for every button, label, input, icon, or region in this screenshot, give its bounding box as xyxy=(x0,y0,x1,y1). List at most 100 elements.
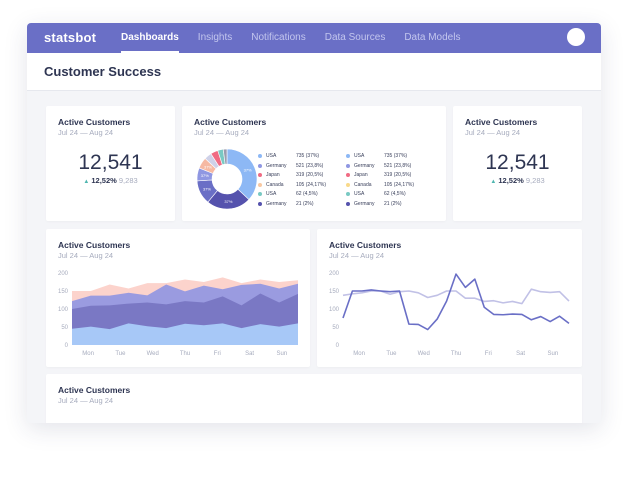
x-tick-label: Fri xyxy=(485,351,492,357)
legend-value: 21 (2%) xyxy=(296,200,314,207)
y-tick-label: 50 xyxy=(61,325,68,331)
card-title: Active Customers xyxy=(58,240,131,250)
trend-up-icon: ▲ xyxy=(490,179,497,185)
x-tick-label: Sun xyxy=(277,351,288,357)
legend-color-dot xyxy=(258,201,262,206)
legend-country: Japan xyxy=(266,172,280,178)
y-tick-label: 50 xyxy=(332,325,339,331)
donut-legend-right: USA 735 (37%) Germany 521 (23,8%) Japan 319 (… xyxy=(346,153,426,209)
legend-color-dot xyxy=(346,182,350,187)
line-series xyxy=(342,273,570,331)
kpi-change: ▲ 12,52% 9,283 xyxy=(453,176,582,185)
x-tick-label: Sat xyxy=(245,351,254,357)
main-nav: Dashboards Insights Notifications Data S… xyxy=(121,23,479,53)
legend-value: 105 (24,17%) xyxy=(384,181,415,188)
area-series xyxy=(72,323,298,345)
x-tick-label: Tue xyxy=(115,351,126,357)
donut-slice[interactable] xyxy=(222,148,228,165)
donut-slice-label: 37% xyxy=(224,199,232,204)
x-tick-label: Sun xyxy=(548,351,559,357)
kpi-change: ▲ 12,52% 9,283 xyxy=(46,176,175,185)
card-title: Active Customers xyxy=(58,117,131,127)
legend-country: Canada xyxy=(354,181,372,188)
legend-country: USA xyxy=(354,153,365,159)
y-tick-label: 100 xyxy=(58,307,69,313)
legend-color-dot xyxy=(346,154,350,158)
card-title: Active Customers xyxy=(58,385,131,395)
x-tick-label: Fri xyxy=(214,351,221,357)
donut-chart: 37% 37% 37% 37% 37% xyxy=(196,148,258,210)
top-navigation-bar: statsbot Dashboards Insights Notificatio… xyxy=(27,23,601,53)
legend-value: 319 (20,5%) xyxy=(384,172,412,178)
legend-value: 21 (2%) xyxy=(384,200,402,207)
nav-dashboards[interactable]: Dashboards xyxy=(121,23,179,53)
legend-country: USA xyxy=(266,153,277,159)
legend-color-dot xyxy=(258,192,262,196)
kpi-card-right[interactable]: Active Customers Jul 24 — Aug 24 12,541 … xyxy=(453,106,582,221)
page-title: Customer Success xyxy=(44,64,162,79)
legend-country: Germany xyxy=(354,200,375,207)
y-tick-label: 0 xyxy=(65,343,69,349)
x-tick-label: Thu xyxy=(180,351,190,357)
card-title: Active Customers xyxy=(465,117,538,127)
card-date-range: Jul 24 — Aug 24 xyxy=(58,396,114,405)
donut-card[interactable]: Active Customers Jul 24 — Aug 24 37% 37% 3… xyxy=(182,106,446,221)
nav-data-models[interactable]: Data Models xyxy=(404,32,461,43)
y-tick-label: 0 xyxy=(336,343,340,349)
donut-slice[interactable] xyxy=(226,148,258,200)
kpi-change-percent: 12,52% xyxy=(498,176,524,185)
legend-value: 62 (4,5%) xyxy=(296,191,318,197)
user-avatar[interactable] xyxy=(567,28,585,46)
legend-value: 521 (23,8%) xyxy=(296,162,324,169)
donut-slice-label: 37% xyxy=(201,173,209,178)
x-tick-label: Tue xyxy=(386,351,397,357)
legend-color-dot xyxy=(346,163,350,168)
donut-slice-label: 37% xyxy=(204,164,212,169)
page-header: Customer Success xyxy=(27,53,601,91)
bottom-card[interactable]: Active Customers Jul 24 — Aug 24 xyxy=(46,374,582,423)
legend-value: 735 (37%) xyxy=(296,153,320,159)
area-chart-card[interactable]: Active Customers Jul 24 — Aug 24 0 50 100 1… xyxy=(46,229,310,367)
y-tick-label: 100 xyxy=(329,307,340,313)
kpi-previous-value: 9,283 xyxy=(525,176,545,185)
kpi-value: 12,541 xyxy=(485,151,550,174)
legend-country: USA xyxy=(266,191,277,197)
y-tick-label: 200 xyxy=(58,271,69,277)
nav-data-sources[interactable]: Data Sources xyxy=(324,32,386,43)
x-tick-label: Wed xyxy=(418,351,430,357)
donut-slice-label: 37% xyxy=(203,187,211,192)
kpi-change-percent: 12,52% xyxy=(91,176,117,185)
legend-country: Canada xyxy=(266,181,284,188)
kpi-previous-value: 9,283 xyxy=(118,176,138,185)
donut-legend-left: USA 735 (37%) Germany 521 (23,8%) Japan 319 (… xyxy=(258,153,338,209)
kpi-value: 12,541 xyxy=(78,151,143,174)
y-tick-label: 150 xyxy=(58,289,69,295)
legend-country: Japan xyxy=(354,172,368,178)
legend-country: USA xyxy=(354,191,365,197)
legend-color-dot xyxy=(258,182,262,187)
legend-country: Germany xyxy=(266,200,287,207)
card-title: Active Customers xyxy=(329,240,402,250)
nav-insights[interactable]: Insights xyxy=(197,32,233,43)
card-date-range: Jul 24 — Aug 24 xyxy=(58,128,114,137)
y-tick-label: 150 xyxy=(329,289,340,295)
line-chart-card[interactable]: Active Customers Jul 24 — Aug 24 0 50 100 1… xyxy=(317,229,582,367)
donut-slice-label: 37% xyxy=(244,168,252,173)
kpi-card-left[interactable]: Active Customers Jul 24 — Aug 24 12,541 … xyxy=(46,106,175,221)
legend-color-dot xyxy=(258,163,262,168)
card-title: Active Customers xyxy=(194,117,267,127)
stacked-area-chart: 0 50 100 150 200 Mon Tue Wed Thu Fri Sat Sun xyxy=(58,271,298,357)
card-date-range: Jul 24 — Aug 24 xyxy=(58,251,114,260)
app-window: statsbot Dashboards Insights Notificatio… xyxy=(27,23,601,423)
legend-color-dot xyxy=(346,192,350,196)
x-tick-label: Wed xyxy=(147,351,159,357)
legend-value: 319 (20,5%) xyxy=(296,172,324,178)
line-chart: 0 50 100 150 200 Mon Tue Wed Thu Fri Sat Sun xyxy=(329,271,570,357)
legend-value: 105 (24,17%) xyxy=(296,181,327,188)
x-tick-label: Thu xyxy=(451,351,461,357)
brand-logo[interactable]: statsbot xyxy=(44,30,97,45)
legend-value: 521 (23,8%) xyxy=(384,162,412,169)
trend-up-icon: ▲ xyxy=(83,179,90,185)
legend-value: 62 (4,5%) xyxy=(384,191,406,197)
nav-notifications[interactable]: Notifications xyxy=(251,32,306,43)
